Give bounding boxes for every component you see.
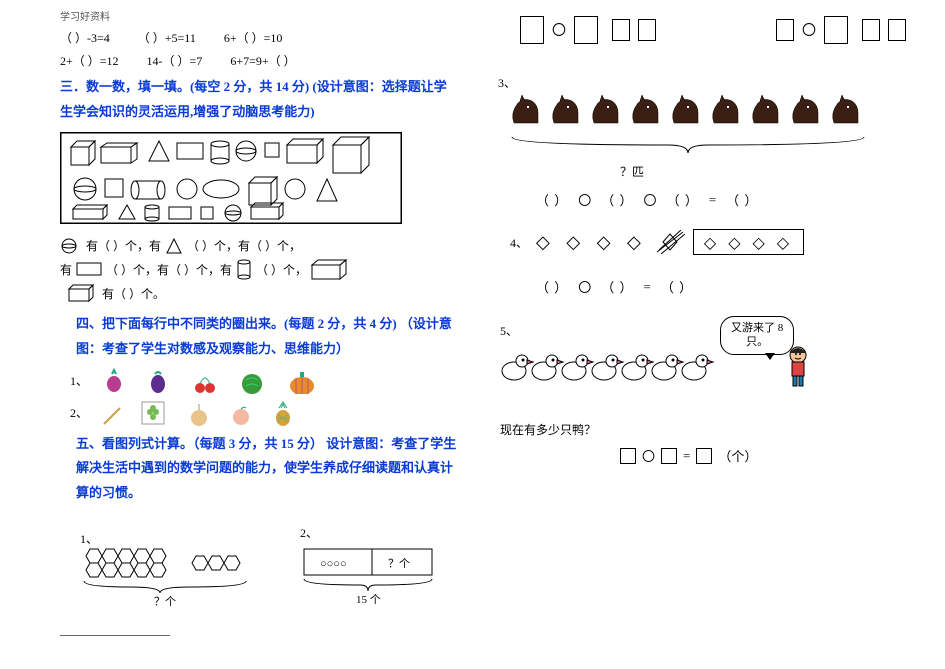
box15-figure: ○○○○ ？个 15 个	[300, 547, 450, 607]
blank-paren: （ ）	[601, 190, 633, 209]
equation-row-2: 2+（ ）=12 14-（ ）=7 6+7=9+（ ）	[60, 52, 458, 69]
box-small-icon	[696, 448, 712, 464]
hexagons-figure: ？个	[80, 547, 260, 607]
circle-op-icon: 〇	[578, 190, 591, 209]
box-icon	[824, 16, 848, 44]
count-line-1b: （ ）个，有（ ）个，	[187, 234, 301, 258]
svg-text:15 个: 15 个	[356, 593, 381, 606]
count-line-3: 有（ ）个。	[60, 282, 458, 306]
count-line-1a: 有（ ）个，有	[86, 234, 161, 258]
speech-line1: 又游来了 8	[731, 322, 783, 334]
q5-1-label: ？个	[154, 595, 176, 607]
eq-2b: 14-（ ）=7	[147, 52, 203, 69]
q5-fig-2: 2、 ○○○○ ？个 15 个	[300, 530, 458, 607]
diamonds-boxed: ◇ ◇ ◇ ◇	[693, 229, 804, 255]
box-icon	[520, 16, 544, 44]
top-box-equations: 〇 〇	[520, 16, 915, 44]
equals-sign: =	[709, 192, 716, 208]
horses-brace	[508, 135, 868, 157]
now-equation: 〇 = （个）	[620, 446, 915, 465]
rectangle-icon	[76, 262, 102, 278]
sphere-icon	[60, 237, 82, 255]
blank-paren: （ ）	[726, 190, 758, 209]
cuboid-small-icon	[68, 284, 98, 304]
count-line-1: 有（ ）个，有 （ ）个，有（ ）个，	[60, 234, 458, 258]
box-small-icon	[638, 19, 656, 41]
q5-fig-1: 1、	[80, 530, 260, 611]
circle-op-icon: 〇	[802, 20, 816, 40]
crossed-diamond-icon	[655, 230, 685, 254]
q4-icons-row-1	[98, 368, 358, 394]
section-3-title: 三．数一数，填一填。(每空 2 分，共 14 分) (设计意图：选择题让学生学会…	[60, 75, 458, 124]
q3-equation: （ ） 〇 （ ） 〇 （ ） = （ ）	[536, 190, 915, 209]
count-line-3a: 有（ ）个。	[102, 282, 165, 306]
cylinder-icon	[236, 259, 252, 281]
box-group-1: 〇	[520, 16, 656, 44]
svg-text:○○○○: ○○○○	[320, 558, 347, 570]
diamonds-free: ◇ ◇ ◇ ◇	[536, 232, 647, 253]
speech-bubble: 又游来了 8 只。	[720, 316, 794, 355]
horses-figure	[508, 95, 888, 131]
horses-label: ？匹	[620, 163, 915, 180]
q4-num-1: 1、	[70, 372, 88, 389]
q4-num-2: 2、	[70, 404, 88, 421]
q5-num-2: 2、	[300, 526, 318, 540]
blank-paren: （ ）	[536, 190, 568, 209]
eq-1b: （ ）+5=11	[138, 29, 196, 46]
section-5-title: 五、看图列式计算。（每题 3 分，共 15 分） 设计意图：考查了学生解决生活中…	[76, 432, 458, 506]
shapes-figure	[60, 132, 402, 224]
unit-label: （个）	[718, 446, 757, 465]
box-small-icon	[776, 19, 794, 41]
count-line-2b: （ ）个，有（ ）个，有	[106, 258, 232, 282]
q4-num: 4、	[510, 234, 528, 251]
eq-1c: 6+（ ）=10	[224, 29, 283, 46]
box-small-icon	[862, 19, 880, 41]
q5-num: 5、	[500, 322, 915, 339]
box-group-2: 〇	[776, 16, 906, 44]
q3-num: 3、	[498, 74, 915, 91]
blank-paren: （ ）	[667, 190, 699, 209]
box-icon	[574, 16, 598, 44]
q4-equation: （ ） 〇 （ ） = （ ）	[536, 277, 915, 296]
circle-op-icon: 〇	[552, 20, 566, 40]
box-small-icon	[620, 448, 636, 464]
blank-paren: （ ）	[601, 277, 633, 296]
count-line-2: 有 （ ）个，有（ ）个，有 （ ）个，	[60, 258, 458, 282]
svg-text:？个: ？个	[388, 557, 410, 570]
circle-op-icon: 〇	[644, 190, 657, 209]
section-4-title: 四、把下面每行中不同类的圈出来。(每题 2 分，共 4 分) （设计意图：考查了…	[76, 312, 458, 361]
circle-op-icon: 〇	[578, 277, 591, 296]
equals-sign: =	[644, 279, 651, 295]
equals-sign: =	[683, 448, 690, 464]
q4-row-2: 2、	[70, 400, 458, 426]
blank-paren: （ ）	[661, 277, 693, 296]
horses-row	[508, 95, 915, 135]
blank-paren: （ ）	[536, 277, 568, 296]
triangle-icon	[165, 237, 183, 255]
eq-2a: 2+（ ）=12	[60, 52, 119, 69]
cuboid-icon	[311, 259, 351, 281]
now-question: 现在有多少只鸭？	[500, 421, 915, 438]
circle-op-icon: 〇	[642, 446, 655, 465]
equation-row-1: （ ）-3=4 （ ）+5=11 6+（ ）=10	[60, 29, 458, 46]
q4-row-1: 1、	[70, 368, 458, 394]
q4-icons-row-2	[98, 400, 358, 426]
eq-1a: （ ）-3=4	[60, 29, 110, 46]
box-small-icon	[661, 448, 677, 464]
eq-2c: 6+7=9+（ ）	[230, 52, 295, 69]
q4-diamond-row: 4、 ◇ ◇ ◇ ◇ ◇ ◇ ◇ ◇	[510, 229, 915, 255]
count-line-2a: 有	[60, 258, 72, 282]
count-line-2c: （ ）个，	[256, 258, 307, 282]
speech-line2: 只。	[746, 336, 768, 348]
box-small-icon	[612, 19, 630, 41]
footer-rule	[60, 635, 170, 636]
box-small-icon	[888, 19, 906, 41]
q5-num-1: 1、	[80, 530, 98, 547]
header-label: 学习好资料	[60, 8, 458, 23]
ducks-wrap: 5、 又游来了 8 只。	[500, 322, 915, 393]
